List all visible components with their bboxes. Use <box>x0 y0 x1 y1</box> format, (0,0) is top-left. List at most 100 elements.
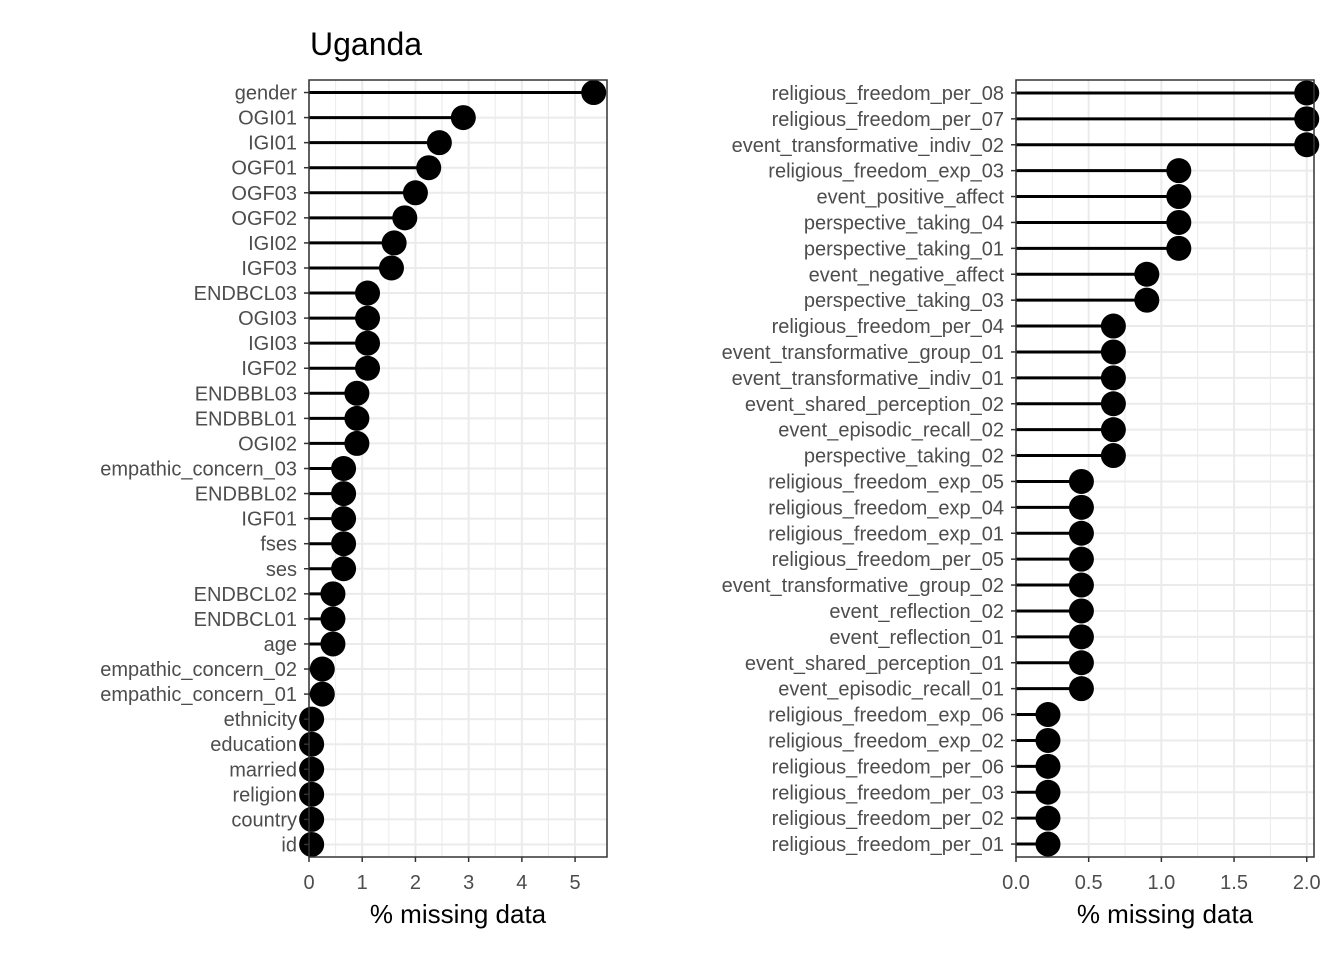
lollipop-point <box>299 731 325 757</box>
lollipop-point <box>1068 468 1094 494</box>
y-tick-label: event_negative_affect <box>809 264 1005 286</box>
y-tick-label: OGI01 <box>238 108 297 130</box>
x-axis-title: % missing data <box>370 899 547 929</box>
lollipop-point <box>355 280 381 306</box>
y-tick-label: event_reflection_01 <box>829 627 1004 649</box>
lollipop-point <box>1100 417 1126 443</box>
x-tick-label: 1.5 <box>1220 872 1248 894</box>
y-tick-label: OGF01 <box>231 158 297 180</box>
lollipop-point <box>1166 184 1192 210</box>
y-tick-label: event_transformative_indiv_02 <box>732 135 1004 157</box>
lollipop-point <box>402 180 428 206</box>
lollipop-point <box>1166 235 1192 261</box>
panel-background <box>1016 80 1314 857</box>
lollipop-point <box>1166 158 1192 184</box>
x-tick-label: 1 <box>357 872 368 894</box>
lollipop-point <box>1100 339 1126 365</box>
lollipop-point <box>1068 546 1094 572</box>
lollipop-point <box>344 380 370 406</box>
y-tick-label: event_transformative_group_01 <box>722 342 1004 364</box>
y-tick-label: religious_freedom_per_06 <box>772 756 1004 778</box>
y-tick-label: empathic_concern_03 <box>100 459 297 481</box>
lollipop-point <box>1068 572 1094 598</box>
y-tick-label: religious_freedom_per_07 <box>772 109 1004 131</box>
lollipop-point <box>1100 391 1126 417</box>
y-tick-label: religious_freedom_per_03 <box>772 782 1004 804</box>
y-tick-label: ENDBCL02 <box>194 584 297 606</box>
lollipop-point <box>1294 132 1320 158</box>
y-tick-label: ENDBBL02 <box>195 484 297 506</box>
panel-border <box>1015 79 1315 858</box>
x-tick-label: 1.0 <box>1147 872 1175 894</box>
lollipop-point <box>1068 624 1094 650</box>
lollipop-point <box>320 581 346 607</box>
y-tick-label: IGI02 <box>248 233 297 255</box>
y-tick-label: ENDBBL03 <box>195 383 297 405</box>
lollipop-point <box>1068 650 1094 676</box>
lollipop-point <box>355 305 381 331</box>
y-tick-label: perspective_taking_04 <box>804 212 1004 234</box>
y-tick-label: education <box>210 734 297 756</box>
y-tick-label: IGF03 <box>241 258 297 280</box>
lollipop-point <box>450 105 476 131</box>
lollipop-point <box>355 355 381 381</box>
lollipop-point <box>299 806 325 832</box>
y-tick-label: event_positive_affect <box>816 187 1004 209</box>
y-tick-label: age <box>264 634 297 656</box>
lollipop-point <box>331 481 357 507</box>
lollipop-point <box>344 405 370 431</box>
y-tick-label: empathic_concern_02 <box>100 659 297 681</box>
x-axis-title: % missing data <box>1077 899 1254 929</box>
x-tick-label: 0.5 <box>1075 872 1103 894</box>
y-tick-label: OGI03 <box>238 308 297 330</box>
y-tick-label: religious_freedom_per_01 <box>772 834 1004 856</box>
lollipop-point <box>331 506 357 532</box>
lollipop-point <box>1100 365 1126 391</box>
y-tick-label: perspective_taking_02 <box>804 446 1004 468</box>
lollipop-point <box>299 831 325 857</box>
y-tick-label: religious_freedom_exp_03 <box>768 161 1004 183</box>
lollipop-point <box>1068 598 1094 624</box>
x-tick-label: 0.0 <box>1002 872 1030 894</box>
y-tick-label: ethnicity <box>224 709 297 731</box>
lollipop-point <box>1100 313 1126 339</box>
lollipop-point <box>355 330 381 356</box>
y-tick-label: OGI02 <box>238 433 297 455</box>
lollipop-point <box>1134 287 1160 313</box>
lollipop-point <box>1134 261 1160 287</box>
x-tick-label: 2.0 <box>1293 872 1321 894</box>
chart-title: Uganda <box>310 26 422 62</box>
left-panel: gender OGI01 IGI01 OGF01 OGF03 OGF02 IGI02 IGF0… <box>100 79 608 929</box>
y-tick-label: empathic_concern_01 <box>100 684 297 706</box>
y-tick-label: event_shared_perception_01 <box>745 653 1004 675</box>
y-tick-label: IGF01 <box>241 509 297 531</box>
lollipop-point <box>299 756 325 782</box>
lollipop-point <box>1035 753 1061 779</box>
lollipop-point <box>378 255 404 281</box>
x-tick-label: 0 <box>303 872 314 894</box>
y-tick-label: event_episodic_recall_02 <box>778 420 1004 442</box>
lollipop-point <box>1166 209 1192 235</box>
y-tick-label: event_transformative_indiv_01 <box>732 368 1004 390</box>
right-panel: religious_freedom_per_08 religious_freedo… <box>722 79 1321 929</box>
lollipop-point <box>1035 702 1061 728</box>
lollipop-point <box>581 80 607 106</box>
y-tick-label: ENDBBL01 <box>195 408 297 430</box>
y-tick-label: religious_freedom_exp_01 <box>768 523 1004 545</box>
y-tick-label: OGF03 <box>231 183 297 205</box>
lollipop-point <box>1294 106 1320 132</box>
lollipop-point <box>299 706 325 732</box>
lollipop-point <box>331 531 357 557</box>
lollipop-point <box>320 606 346 632</box>
y-tick-label: ENDBCL03 <box>194 283 297 305</box>
lollipop-point <box>309 681 335 707</box>
lollipop-point <box>1068 676 1094 702</box>
lollipop-point <box>331 456 357 481</box>
lollipop-point <box>1294 80 1320 106</box>
lollipop-point <box>416 155 442 181</box>
y-tick-label: religious_freedom_per_04 <box>772 316 1004 338</box>
y-tick-label: event_episodic_recall_01 <box>778 679 1004 701</box>
y-tick-label: fses <box>260 534 297 556</box>
lollipop-point <box>1100 443 1126 469</box>
